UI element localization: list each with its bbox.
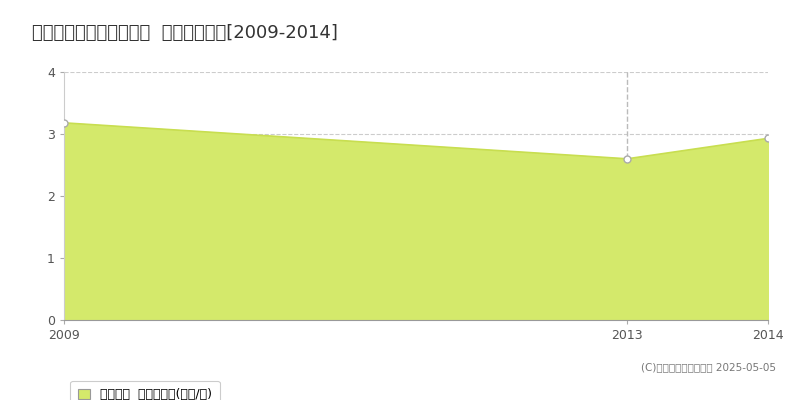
Legend: 土地価格  平均坪単価(万円/坪): 土地価格 平均坪単価(万円/坪) (70, 381, 220, 400)
Text: (C)土地価格ドットコム 2025-05-05: (C)土地価格ドットコム 2025-05-05 (641, 362, 776, 372)
Point (58, 120, 70, 126)
Point (762, 135, 774, 142)
Point (621, 156, 634, 162)
Text: 上川郡鷹栖町北野西二条  土地価格推移[2009-2014]: 上川郡鷹栖町北野西二条 土地価格推移[2009-2014] (32, 24, 338, 42)
